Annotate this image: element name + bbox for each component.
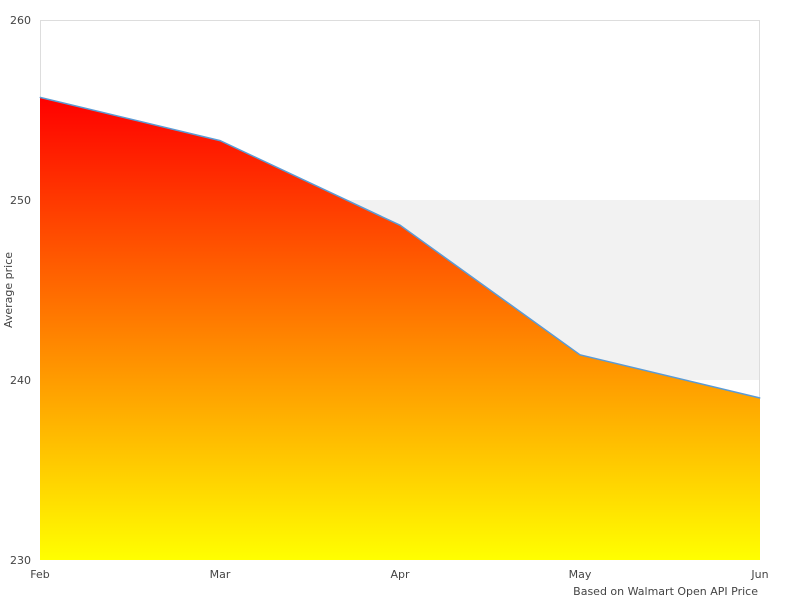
credit-text: Based on Walmart Open API Price (573, 585, 758, 598)
y-tick-label: 260 (10, 14, 31, 27)
y-tick-label: 250 (10, 194, 31, 207)
data-point (759, 397, 761, 399)
x-tick-label: Mar (210, 568, 231, 581)
data-point (219, 140, 221, 142)
y-tick-label: 240 (10, 374, 31, 387)
area-fill (40, 97, 760, 561)
y-tick-label: 230 (10, 554, 31, 567)
data-point (39, 96, 41, 98)
x-tick-label: Feb (30, 568, 49, 581)
x-tick-label: Apr (390, 568, 410, 581)
x-tick-label: May (569, 568, 592, 581)
x-tick-label: Jun (750, 568, 768, 581)
y-axis-label: Average price (2, 252, 15, 328)
data-point (399, 224, 401, 226)
data-point (579, 354, 581, 356)
